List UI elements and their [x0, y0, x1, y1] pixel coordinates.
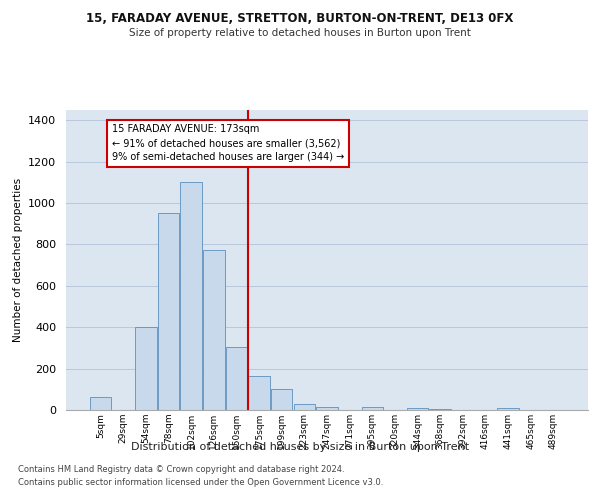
Bar — [90, 396, 111, 410]
Bar — [293, 404, 315, 410]
Text: 15 FARADAY AVENUE: 173sqm
← 91% of detached houses are smaller (3,562)
9% of sem: 15 FARADAY AVENUE: 173sqm ← 91% of detac… — [112, 124, 344, 162]
Bar — [226, 347, 247, 410]
Text: Distribution of detached houses by size in Burton upon Trent: Distribution of detached houses by size … — [131, 442, 469, 452]
Text: Contains HM Land Registry data © Crown copyright and database right 2024.: Contains HM Land Registry data © Crown c… — [18, 466, 344, 474]
Text: Contains public sector information licensed under the Open Government Licence v3: Contains public sector information licen… — [18, 478, 383, 487]
Y-axis label: Number of detached properties: Number of detached properties — [13, 178, 23, 342]
Text: Size of property relative to detached houses in Burton upon Trent: Size of property relative to detached ho… — [129, 28, 471, 38]
Bar — [407, 408, 428, 410]
Bar — [248, 376, 270, 410]
Text: 15, FARADAY AVENUE, STRETTON, BURTON-ON-TRENT, DE13 0FX: 15, FARADAY AVENUE, STRETTON, BURTON-ON-… — [86, 12, 514, 26]
Bar — [271, 390, 292, 410]
Bar — [362, 407, 383, 410]
Bar — [430, 409, 451, 410]
Bar — [316, 407, 338, 410]
Bar — [497, 408, 519, 410]
Bar — [203, 250, 224, 410]
Bar — [158, 214, 179, 410]
Bar — [181, 182, 202, 410]
Bar — [135, 327, 157, 410]
